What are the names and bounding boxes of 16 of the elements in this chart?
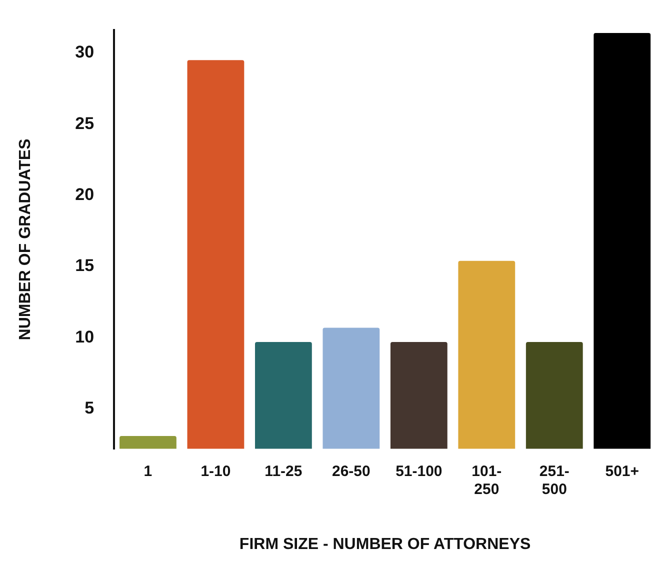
x-tick-label: 1-10 <box>200 462 231 480</box>
x-tick-label: 11-25 <box>264 462 302 480</box>
x-tick-label: 501+ <box>605 462 640 480</box>
y-tick-label: 25 <box>75 114 94 133</box>
y-tick-label: 10 <box>75 327 94 346</box>
y-tick-label: 5 <box>84 398 94 418</box>
x-axis-title: FIRM SIZE - NUMBER OF ATTORNEYS <box>239 536 532 553</box>
y-tick-label: 20 <box>75 185 94 204</box>
y-axis-title: NUMBER OF GRADUATES <box>17 138 34 340</box>
x-tick-label: 1 <box>144 462 152 480</box>
x-tick-label: 26-50 <box>332 462 370 480</box>
x-tick-label: 251-500 <box>539 462 570 498</box>
y-tick-label: 15 <box>75 256 94 276</box>
y-tick-label: 30 <box>75 42 94 62</box>
x-tick-label: 51-100 <box>396 462 442 480</box>
x-tick-label: 101-250 <box>472 462 502 498</box>
